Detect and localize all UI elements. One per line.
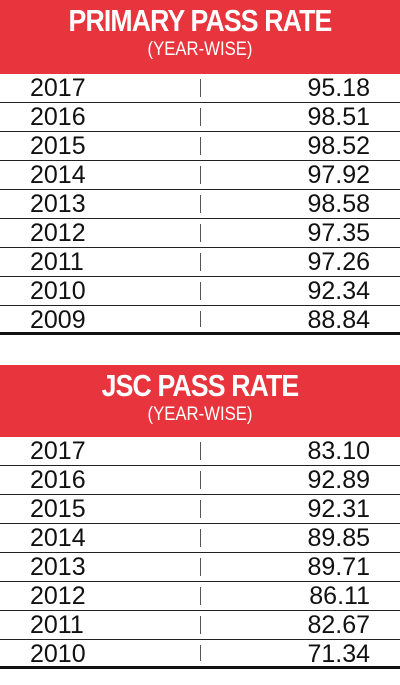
pass-rate-cell: 98.52: [307, 132, 370, 160]
pass-rate-cell: 88.84: [307, 306, 370, 334]
table-row: 2013 98.58: [0, 190, 400, 219]
jsc-table-rows: 2017 83.10 2016 92.89 2015 92.31 2014 89.85 2013…: [0, 437, 400, 669]
pass-rate-cell: 97.26: [307, 248, 370, 276]
jsc-table-header: JSC PASS RATE (YEAR-WISE): [0, 365, 400, 437]
pass-rate-cell: 92.31: [307, 495, 370, 523]
primary-pass-rate-table: PRIMARY PASS RATE (YEAR-WISE) 2017 95.18 2…: [0, 0, 400, 340]
primary-table-rows: 2017 95.18 2016 98.51 2015 98.52 2014 97.92 2013…: [0, 74, 400, 335]
year-cell: 2015: [30, 495, 86, 523]
pass-rate-cell: 98.51: [307, 103, 370, 131]
year-cell: 2014: [30, 161, 86, 189]
year-cell: 2009: [30, 306, 86, 334]
table-row: 2013 89.71: [0, 553, 400, 582]
year-cell: 2016: [30, 103, 86, 131]
jsc-pass-rate-table: JSC PASS RATE (YEAR-WISE) 2017 83.10 2016 9…: [0, 365, 400, 685]
pass-rate-cell: 89.85: [307, 524, 370, 552]
pass-rate-cell: 89.71: [307, 553, 370, 581]
table-row: 2012 97.35: [0, 219, 400, 248]
table-row: 2010 71.34: [0, 640, 400, 669]
table-row: 2011 97.26: [0, 248, 400, 277]
year-cell: 2013: [30, 553, 86, 581]
table-row: 2014 89.85: [0, 524, 400, 553]
year-cell: 2016: [30, 466, 86, 494]
primary-table-subtitle: (YEAR-WISE): [147, 39, 253, 60]
table-row: 2012 86.11: [0, 582, 400, 611]
table-row: 2014 97.92: [0, 161, 400, 190]
primary-table-header: PRIMARY PASS RATE (YEAR-WISE): [0, 0, 400, 74]
year-cell: 2012: [30, 582, 86, 610]
year-cell: 2010: [30, 640, 86, 668]
pass-rate-cell: 71.34: [307, 640, 370, 668]
table-row: 2016 92.89: [0, 466, 400, 495]
primary-table-title: PRIMARY PASS RATE: [68, 3, 333, 38]
year-cell: 2013: [30, 190, 86, 218]
pass-rate-cell: 95.18: [307, 74, 370, 102]
table-row: 2009 88.84: [0, 306, 400, 335]
table-row: 2015 92.31: [0, 495, 400, 524]
table-row: 2011 82.67: [0, 611, 400, 640]
pass-rate-cell: 82.67: [307, 611, 370, 639]
jsc-table-title: JSC PASS RATE: [101, 368, 300, 403]
table-row: 2016 98.51: [0, 103, 400, 132]
pass-rate-cell: 98.58: [307, 190, 370, 218]
year-cell: 2011: [30, 248, 84, 276]
table-row: 2015 98.52: [0, 132, 400, 161]
year-cell: 2017: [30, 74, 86, 102]
year-cell: 2010: [30, 277, 86, 305]
table-row: 2010 92.34: [0, 277, 400, 306]
year-cell: 2015: [30, 132, 86, 160]
pass-rate-cell: 86.11: [309, 582, 370, 610]
year-cell: 2017: [30, 437, 86, 465]
pass-rate-cell: 92.34: [307, 277, 370, 305]
pass-rate-cell: 92.89: [307, 466, 370, 494]
pass-rate-cell: 97.35: [307, 219, 370, 247]
year-cell: 2014: [30, 524, 86, 552]
pass-rate-cell: 97.92: [307, 161, 370, 189]
year-cell: 2012: [30, 219, 86, 247]
jsc-table-subtitle: (YEAR-WISE): [147, 404, 253, 425]
year-cell: 2011: [30, 611, 84, 639]
table-row: 2017 83.10: [0, 437, 400, 466]
pass-rate-cell: 83.10: [307, 437, 370, 465]
table-row: 2017 95.18: [0, 74, 400, 103]
